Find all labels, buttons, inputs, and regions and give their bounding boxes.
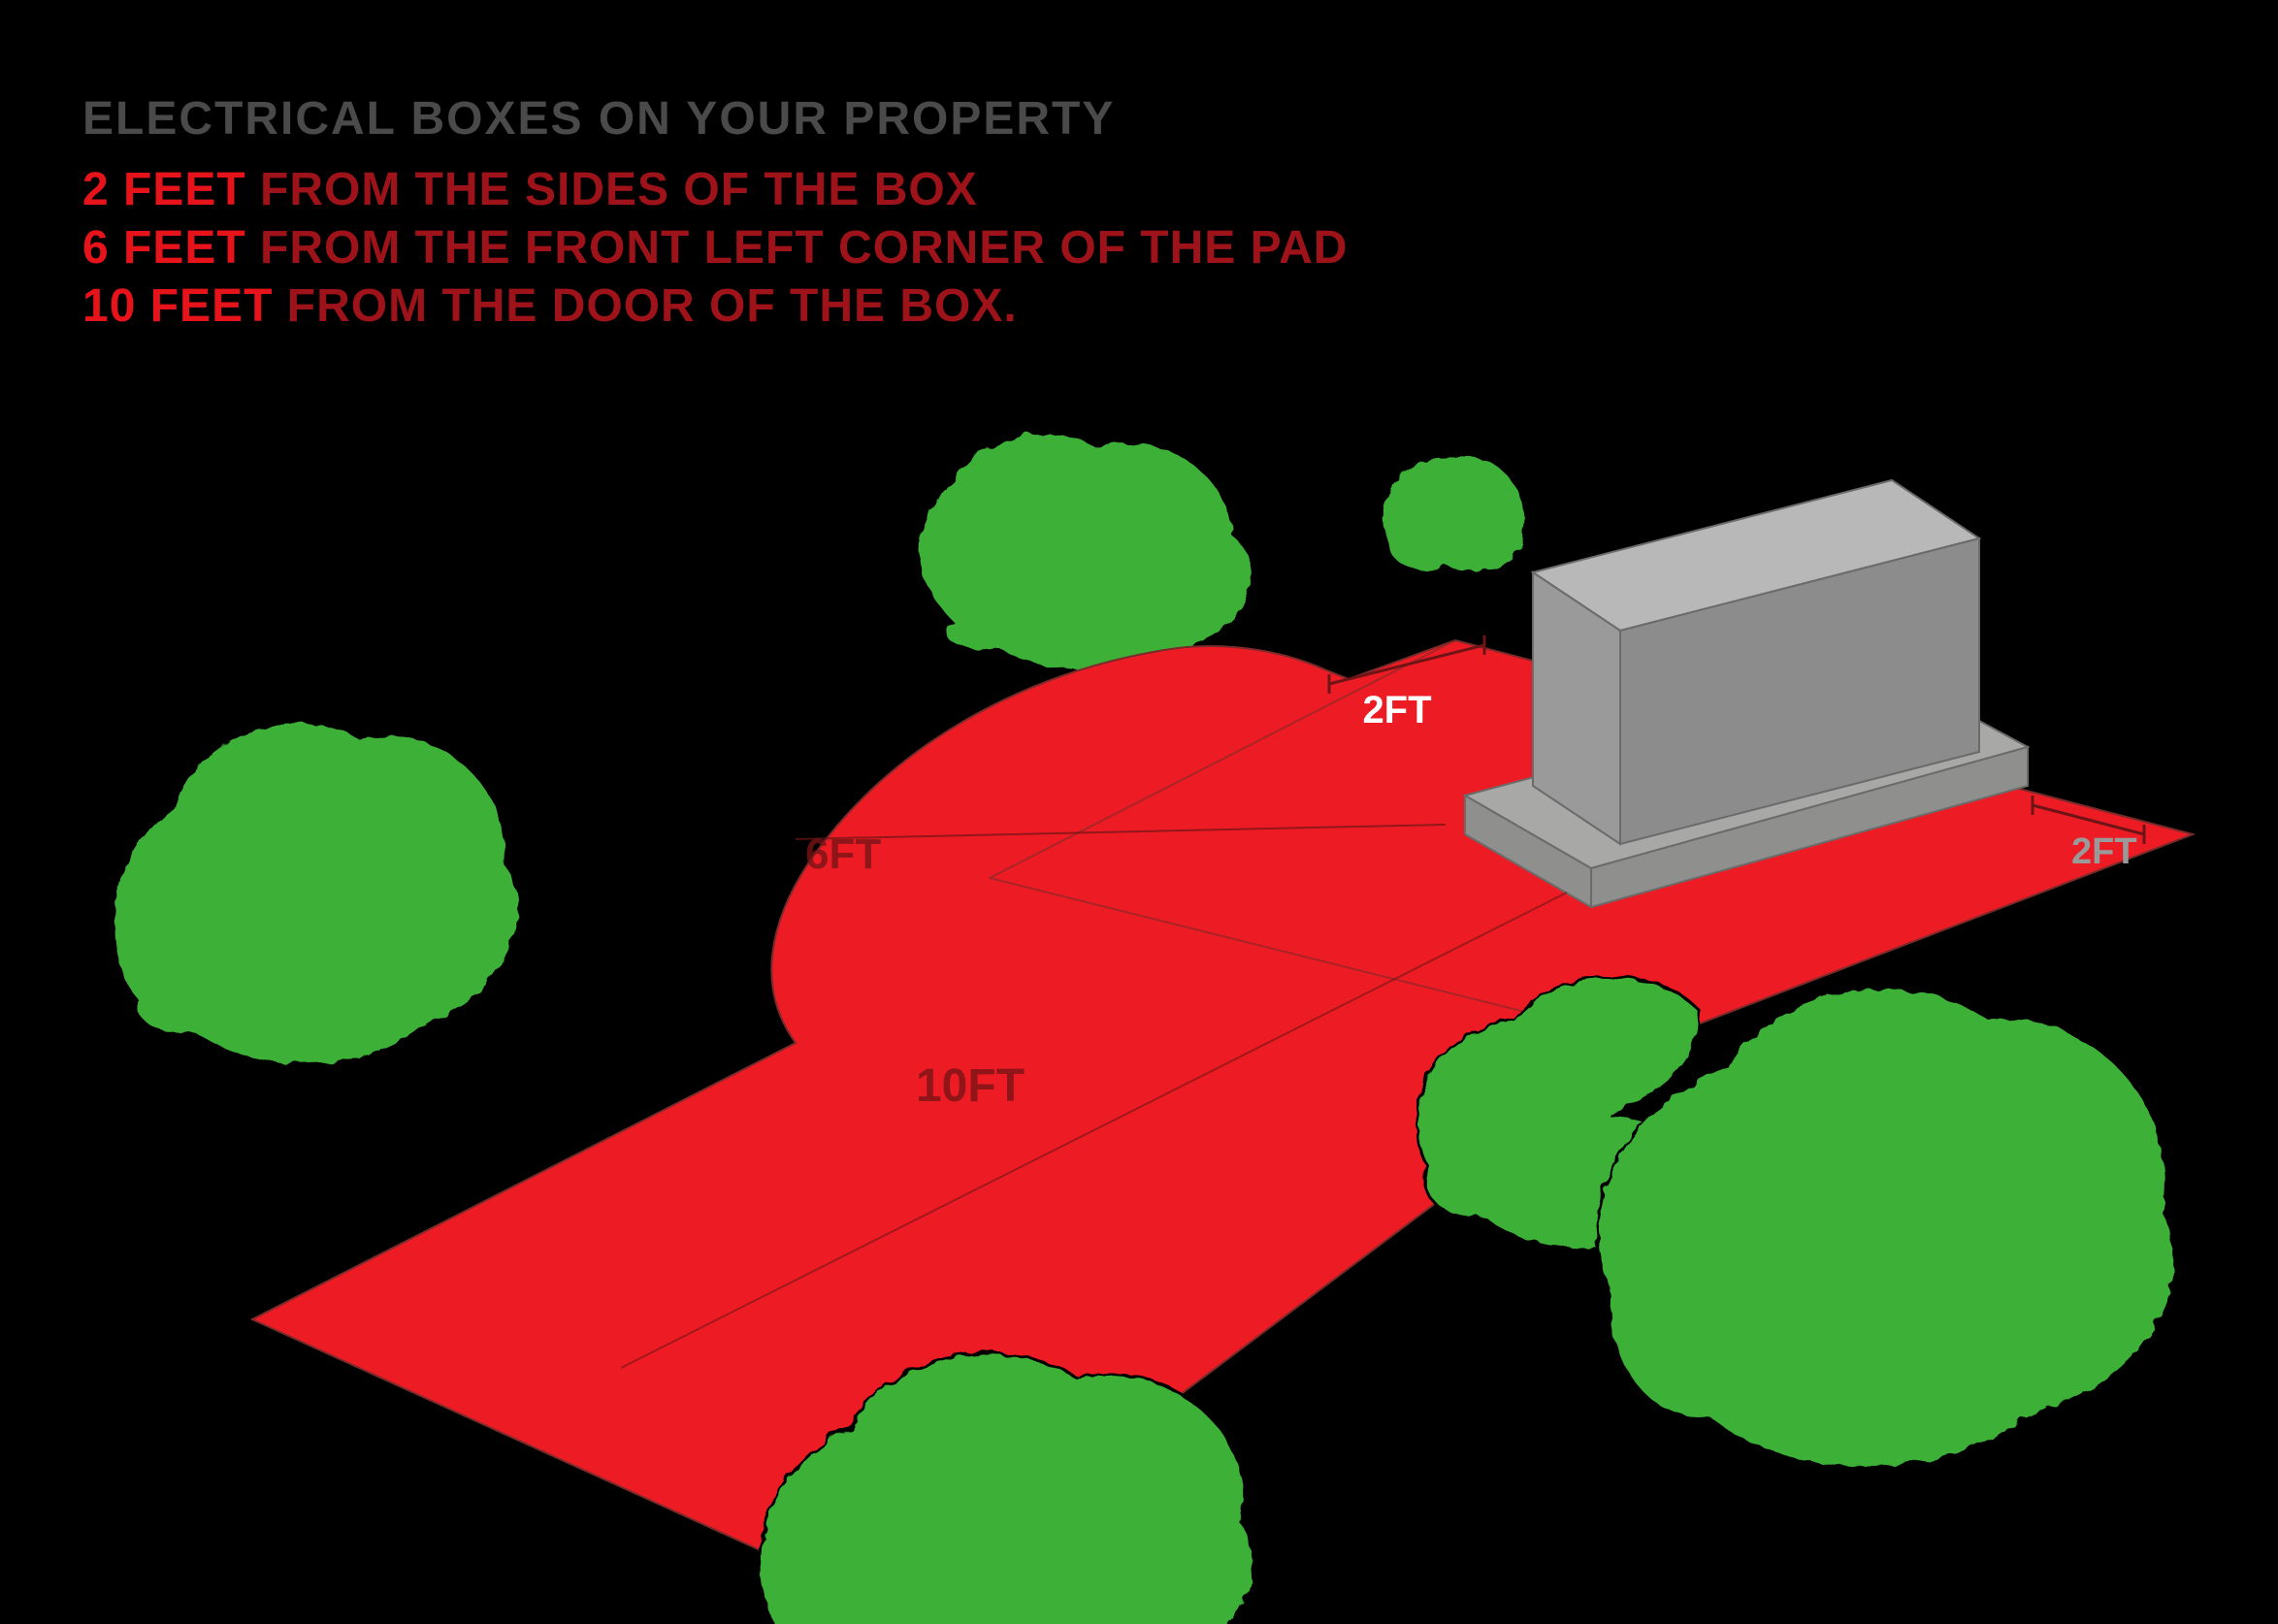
infographic-canvas: ELECTRICAL BOXES ON YOUR PROPERTY 2 FEET… (0, 0, 2278, 1624)
dim-2ft-right: 2FT (2071, 831, 2137, 872)
dim-2ft-top: 2FT (1362, 689, 1431, 731)
dim-6ft: 6FT (805, 830, 881, 878)
bush-icon (1382, 454, 1525, 572)
clearance-diagram: 2FT 2FT 6FT 10FT (0, 0, 2278, 1624)
dim-10ft: 10FT (916, 1060, 1025, 1112)
bush-icon (918, 433, 1253, 671)
bush-icon (114, 722, 520, 1064)
